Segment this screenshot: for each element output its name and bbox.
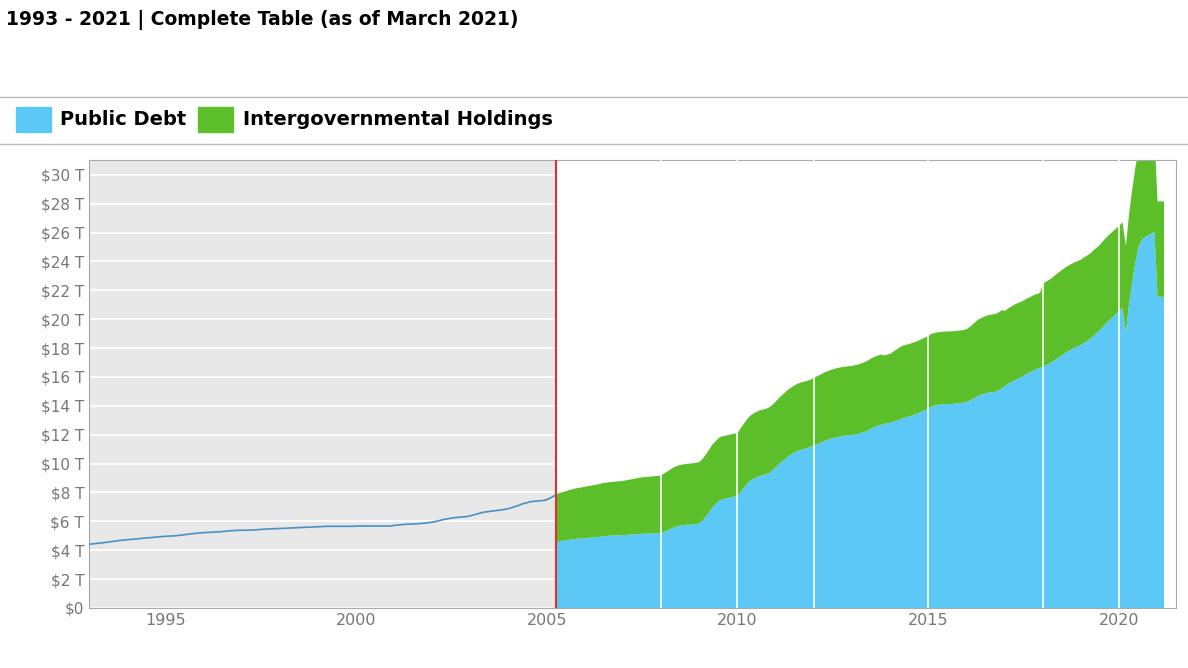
Legend: Public Debt, Intergovernmental Holdings: Public Debt, Intergovernmental Holdings	[15, 107, 552, 132]
Text: 1993 - 2021 | Complete Table (as of March 2021): 1993 - 2021 | Complete Table (as of Marc…	[6, 10, 518, 30]
Bar	[556, 160, 1188, 608]
